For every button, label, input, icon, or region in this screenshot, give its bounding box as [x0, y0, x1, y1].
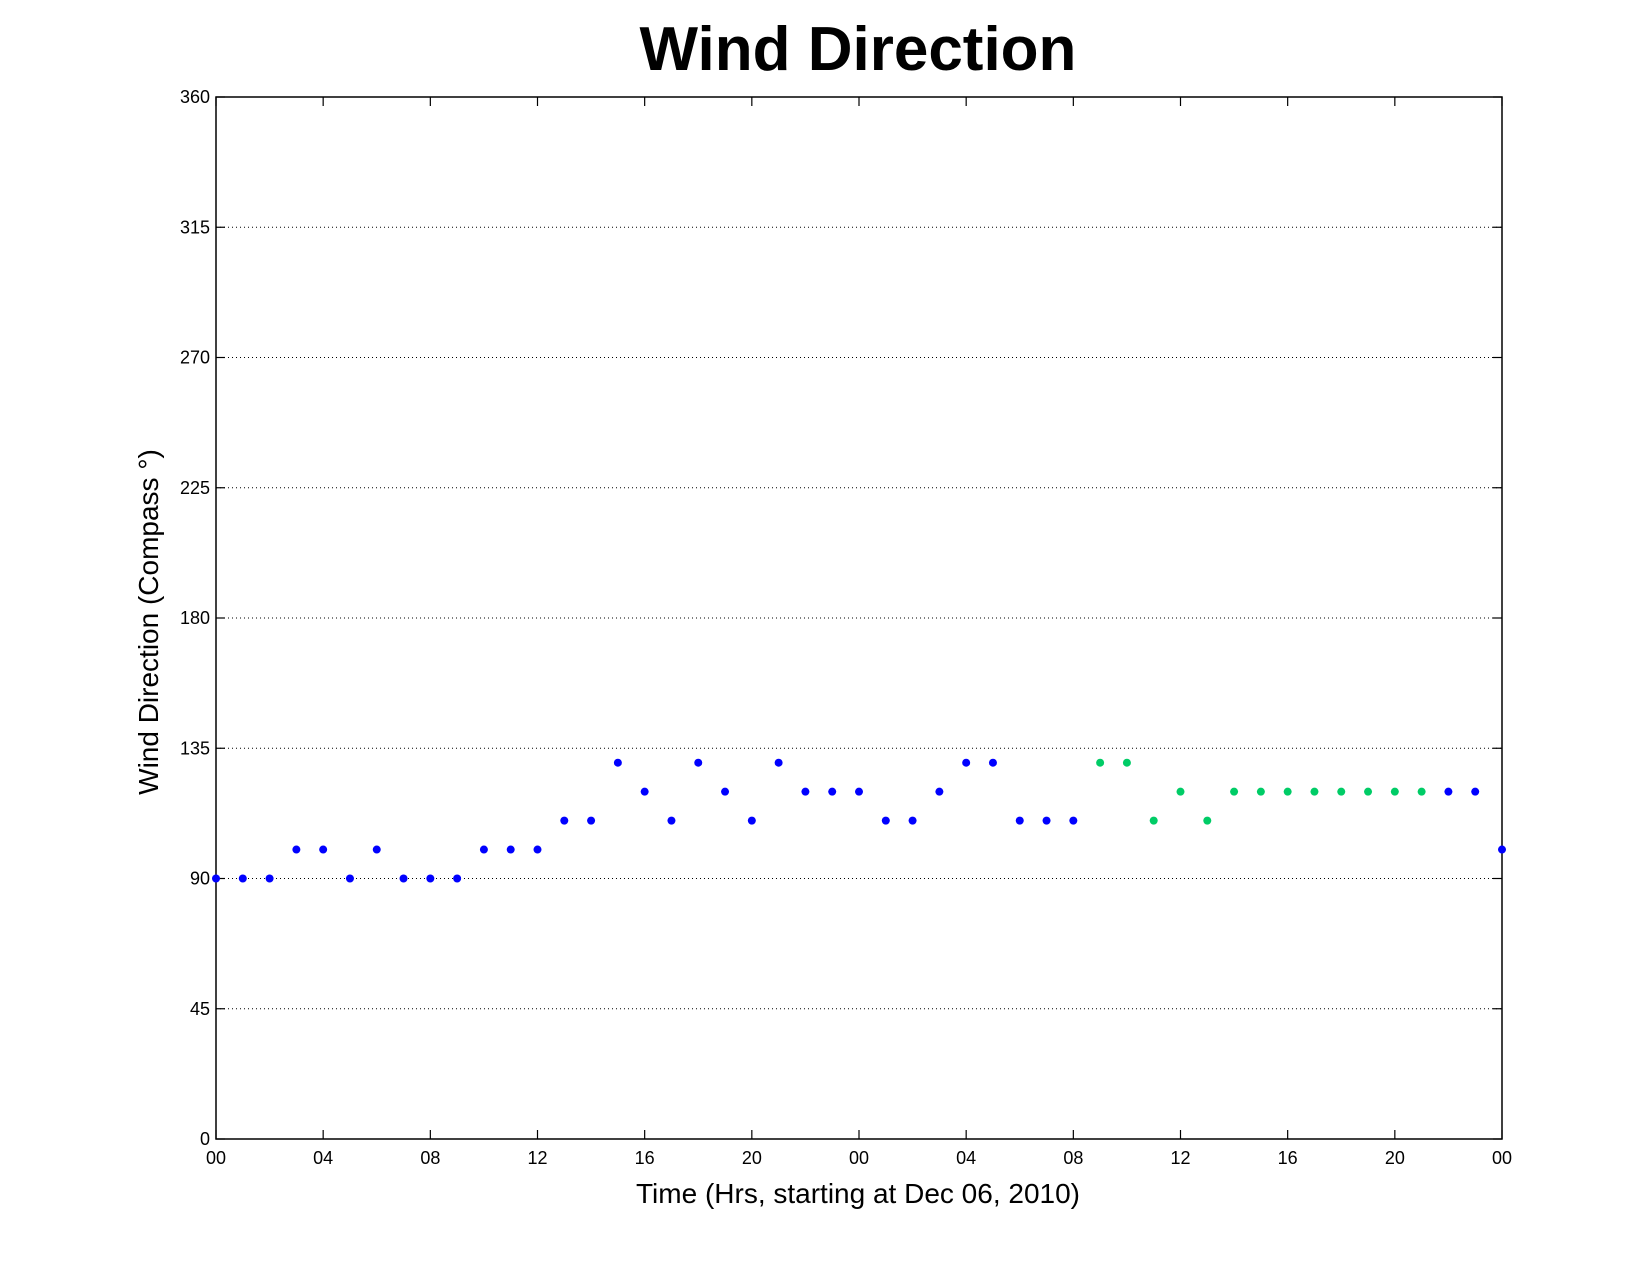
data-point-series-1 [453, 874, 462, 883]
data-point-series-1 [560, 816, 569, 825]
data-point-series-2 [1230, 787, 1239, 796]
data-point-series-1 [721, 787, 730, 796]
data-point-series-1 [533, 845, 542, 854]
x-tick-label: 20 [1385, 1148, 1405, 1168]
data-point-series-1 [238, 874, 247, 883]
data-point-series-2 [1390, 787, 1399, 796]
x-tick-label: 20 [742, 1148, 762, 1168]
data-point-series-1 [319, 845, 328, 854]
x-tick-label: 04 [956, 1148, 976, 1168]
data-point-series-1 [1444, 787, 1453, 796]
data-point-series-1 [212, 874, 220, 883]
x-tick-label: 04 [313, 1148, 333, 1168]
y-tick-label: 0 [200, 1129, 210, 1149]
y-axis-label: Wind Direction (Compass °) [133, 449, 164, 795]
data-point-series-1 [292, 845, 301, 854]
data-point-series-1 [855, 787, 863, 796]
x-axis-label: Time (Hrs, starting at Dec 06, 2010) [636, 1178, 1080, 1209]
data-point-series-1 [988, 758, 997, 767]
data-point-series-2 [1417, 787, 1426, 796]
data-point-series-1 [962, 758, 971, 767]
y-tick-label: 90 [190, 869, 210, 889]
data-point-series-2 [1337, 787, 1346, 796]
data-point-series-1 [801, 787, 810, 796]
x-tick-label: 08 [1063, 1148, 1083, 1168]
data-point-series-1 [640, 787, 649, 796]
y-tick-label: 45 [190, 999, 210, 1019]
data-point-series-2 [1122, 758, 1131, 767]
data-point-series-2 [1256, 787, 1265, 796]
data-point-series-1 [372, 845, 381, 854]
y-tick-label: 360 [180, 87, 210, 107]
data-point-series-1 [881, 816, 890, 825]
data-point-series-2 [1149, 816, 1158, 825]
x-tick-label: 12 [527, 1148, 547, 1168]
y-tick-label: 180 [180, 608, 210, 628]
x-tick-label: 00 [206, 1148, 226, 1168]
y-tick-label: 270 [180, 348, 210, 368]
data-point-series-2 [1176, 787, 1185, 796]
data-point-series-1 [828, 787, 837, 796]
data-point-series-1 [479, 845, 488, 854]
x-tick-label: 12 [1170, 1148, 1190, 1168]
data-point-series-1 [1471, 787, 1480, 796]
data-point-series-2 [1203, 816, 1212, 825]
data-point-series-1 [399, 874, 408, 883]
data-point-series-1 [613, 758, 622, 767]
plot-area: 0 45 90 135 180 225 270 315 360 00 04 08 12 16 20 00 04 0… [180, 87, 1512, 1168]
data-point-series-1 [1069, 816, 1078, 825]
chart-title: Wind Direction [640, 15, 1077, 84]
x-tick-label: 16 [635, 1148, 655, 1168]
data-point-series-2 [1096, 758, 1105, 767]
data-point-series-1 [345, 874, 354, 883]
data-point-series-1 [935, 787, 944, 796]
data-point-series-1 [426, 874, 435, 883]
data-point-series-1 [667, 816, 676, 825]
data-point-series-1 [506, 845, 515, 854]
data-point-series-1 [587, 816, 596, 825]
y-tick-label: 225 [180, 478, 210, 498]
x-tick-label: 00 [849, 1148, 869, 1168]
data-point-series-1 [1015, 816, 1024, 825]
data-point-series-1 [1042, 816, 1051, 825]
x-tick-label: 08 [420, 1148, 440, 1168]
data-point-series-2 [1310, 787, 1319, 796]
y-tick-label: 135 [180, 738, 210, 758]
data-point-series-1 [774, 758, 783, 767]
x-tick-label: 16 [1278, 1148, 1298, 1168]
data-point-series-1 [265, 874, 274, 883]
data-point-series-1 [908, 816, 917, 825]
y-tick-label: 315 [180, 217, 210, 237]
data-point-series-1 [1498, 845, 1506, 854]
data-point-series-1 [694, 758, 703, 767]
x-tick-label: 00 [1492, 1148, 1512, 1168]
data-point-series-2 [1283, 787, 1292, 796]
data-point-series-1 [747, 816, 756, 825]
data-point-series-2 [1364, 787, 1373, 796]
